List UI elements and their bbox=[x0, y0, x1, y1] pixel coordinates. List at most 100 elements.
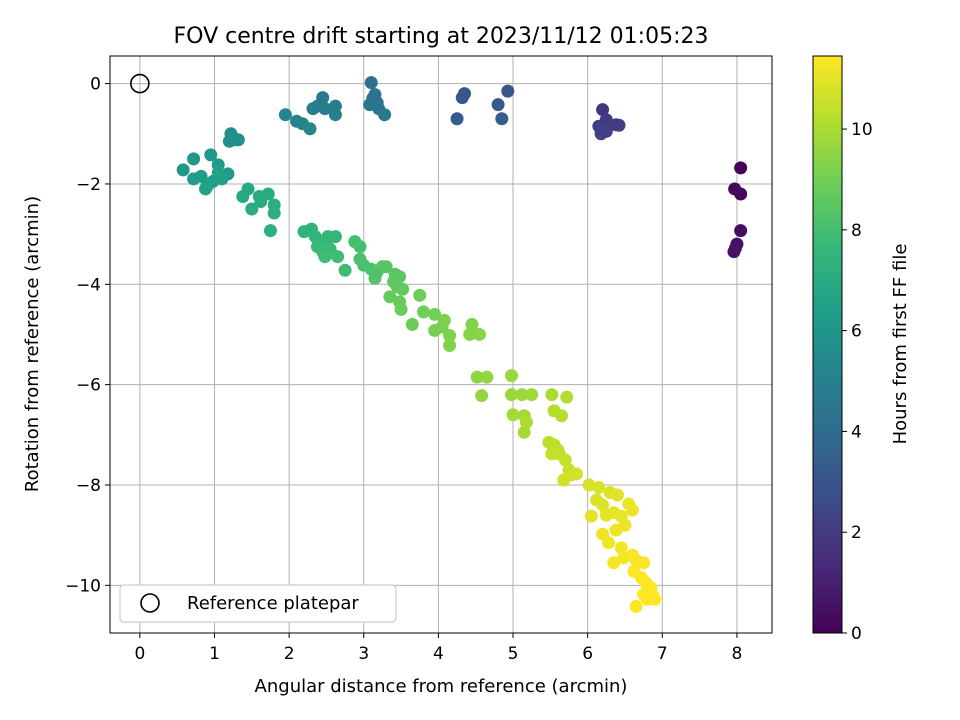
data-point bbox=[596, 498, 610, 512]
data-point bbox=[211, 166, 225, 180]
plot-frame bbox=[109, 55, 773, 634]
data-point bbox=[727, 245, 741, 259]
data-point bbox=[596, 103, 610, 117]
data-point bbox=[609, 523, 623, 537]
data-point bbox=[519, 415, 533, 429]
data-point bbox=[263, 224, 277, 238]
data-point bbox=[602, 536, 616, 550]
colorbar-tick-label: 10 bbox=[851, 120, 873, 140]
data-point bbox=[338, 263, 352, 277]
legend-box bbox=[119, 584, 397, 623]
data-point bbox=[245, 202, 259, 216]
data-point bbox=[475, 389, 489, 403]
x-tick-label: 2 bbox=[284, 644, 295, 664]
data-point bbox=[378, 108, 392, 122]
data-point bbox=[463, 327, 477, 341]
data-point bbox=[318, 250, 332, 264]
data-point bbox=[505, 388, 519, 402]
data-point bbox=[560, 390, 574, 404]
data-point bbox=[394, 302, 408, 316]
x-tick-label: 4 bbox=[433, 644, 444, 664]
data-point bbox=[187, 152, 201, 166]
data-point bbox=[594, 127, 608, 141]
data-point bbox=[495, 112, 509, 126]
reference-platepar-marker bbox=[130, 73, 150, 94]
colorbar-tick-label: 0 bbox=[851, 624, 862, 644]
data-point bbox=[506, 408, 520, 422]
colorbar: 0 2 4 6 8 10 Hours from first FF file bbox=[812, 55, 911, 644]
data-point bbox=[614, 541, 628, 555]
data-point bbox=[297, 225, 311, 239]
data-point bbox=[607, 556, 621, 570]
data-point bbox=[450, 112, 464, 126]
legend-reference-icon bbox=[140, 593, 160, 613]
data-point bbox=[318, 102, 332, 116]
data-point bbox=[228, 133, 242, 147]
data-point bbox=[545, 388, 559, 402]
data-points bbox=[176, 76, 748, 613]
x-tick-label: 7 bbox=[657, 644, 668, 664]
data-point bbox=[278, 108, 292, 122]
data-point bbox=[437, 313, 451, 327]
x-axis-ticks: 0 1 2 3 4 5 6 7 8 bbox=[134, 633, 742, 664]
data-point bbox=[353, 240, 367, 254]
data-point bbox=[629, 599, 643, 613]
data-point bbox=[236, 189, 250, 203]
data-point bbox=[515, 388, 529, 402]
chart-title: FOV centre drift starting at 2023/11/12 … bbox=[174, 24, 709, 49]
data-point bbox=[428, 307, 442, 321]
data-point bbox=[267, 206, 281, 220]
x-tick-label: 0 bbox=[134, 644, 145, 664]
colorbar-tick-label: 8 bbox=[851, 221, 862, 241]
colorbar-gradient bbox=[812, 55, 843, 634]
data-point bbox=[637, 556, 651, 570]
data-point bbox=[505, 369, 519, 383]
data-point bbox=[734, 161, 748, 175]
y-axis-ticks: 0 −2 −4 −6 −8 −10 bbox=[65, 75, 110, 596]
y-tick-label: −8 bbox=[76, 476, 101, 496]
data-point bbox=[525, 388, 539, 402]
data-point bbox=[405, 317, 419, 331]
y-tick-label: −4 bbox=[76, 275, 101, 295]
data-point bbox=[303, 122, 317, 136]
data-point bbox=[472, 327, 486, 341]
data-point bbox=[558, 453, 572, 467]
y-tick-label: 0 bbox=[90, 75, 101, 95]
data-point bbox=[416, 305, 430, 319]
data-point bbox=[592, 480, 606, 494]
data-point bbox=[545, 447, 559, 461]
data-point bbox=[328, 108, 342, 122]
data-point bbox=[379, 260, 393, 274]
x-tick-label: 6 bbox=[582, 644, 593, 664]
data-point bbox=[557, 473, 571, 487]
data-point bbox=[517, 425, 531, 439]
data-point bbox=[443, 328, 457, 342]
plot-area bbox=[110, 56, 772, 633]
y-tick-label: −10 bbox=[65, 576, 101, 596]
colorbar-ticks: 0 2 4 6 8 10 bbox=[842, 120, 873, 644]
data-point bbox=[308, 230, 322, 244]
y-tick-label: −2 bbox=[76, 175, 101, 195]
data-point bbox=[176, 163, 190, 177]
colorbar-tick-label: 2 bbox=[851, 523, 862, 543]
x-tick-label: 3 bbox=[358, 644, 369, 664]
legend: Reference platepar bbox=[119, 584, 397, 623]
data-point bbox=[501, 84, 515, 98]
data-point bbox=[640, 592, 654, 606]
data-point bbox=[491, 98, 505, 112]
data-point bbox=[455, 91, 469, 105]
x-axis-label: Angular distance from reference (arcmin) bbox=[255, 676, 628, 697]
data-point bbox=[364, 76, 378, 90]
data-point bbox=[625, 503, 639, 517]
x-tick-label: 5 bbox=[508, 644, 519, 664]
colorbar-tick-label: 4 bbox=[851, 422, 862, 442]
data-point bbox=[368, 271, 382, 285]
data-point bbox=[465, 317, 479, 331]
data-point bbox=[555, 409, 569, 423]
data-point bbox=[396, 282, 410, 296]
data-point bbox=[612, 118, 626, 132]
colorbar-label: Hours from first FF file bbox=[890, 244, 911, 445]
data-point bbox=[413, 288, 427, 302]
data-point bbox=[204, 148, 218, 162]
